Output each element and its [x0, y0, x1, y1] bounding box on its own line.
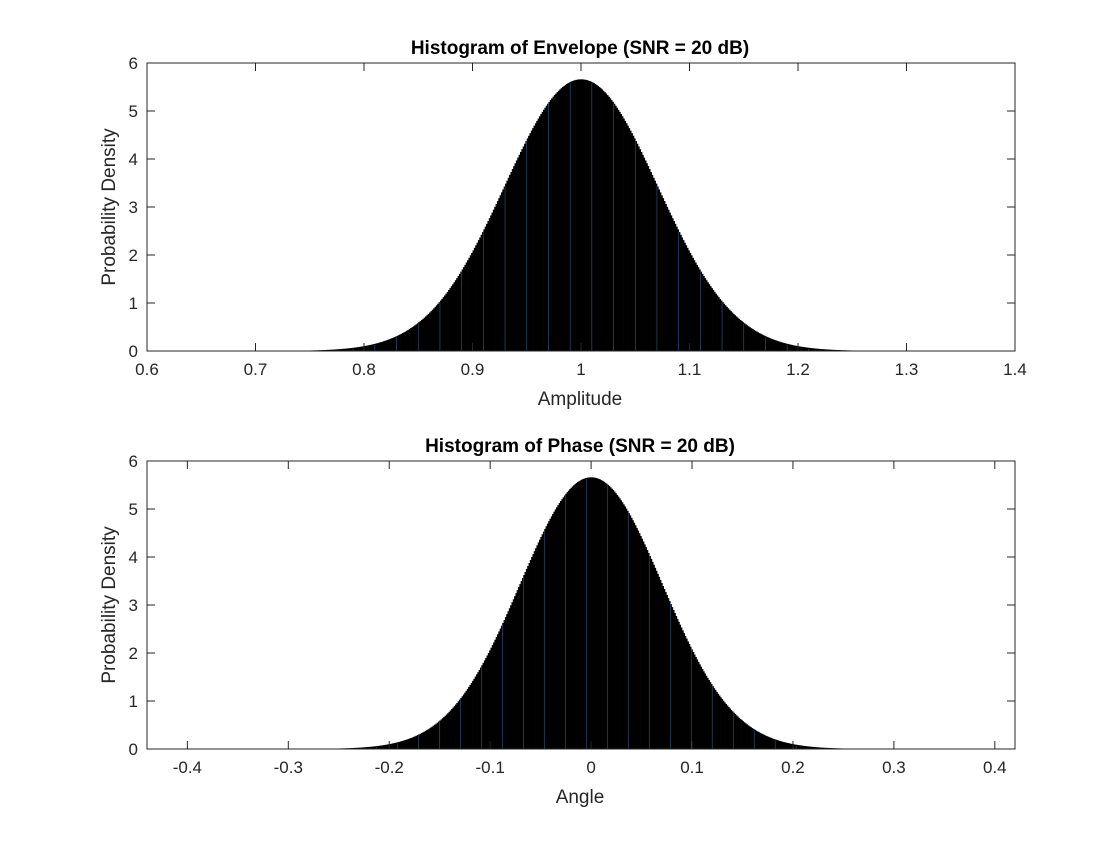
y-axis-label: Probability Density [99, 526, 120, 684]
x-tick-label: -0.1 [476, 758, 505, 777]
y-tick-label: 1 [129, 692, 138, 711]
x-tick-label: 0.1 [680, 758, 704, 777]
y-tick-label: 3 [129, 596, 138, 615]
chart-title: Histogram of Envelope (SNR = 20 dB) [411, 38, 749, 59]
x-tick-label: 1.4 [1003, 360, 1027, 379]
bars-group [304, 79, 858, 351]
x-tick-label: 0.2 [781, 758, 805, 777]
x-tick-label: 0.7 [244, 360, 268, 379]
x-tick-label: 0.3 [882, 758, 906, 777]
y-tick-label: 0 [129, 342, 138, 361]
x-axis-label: Angle [556, 787, 605, 808]
y-tick-label: 3 [129, 198, 138, 217]
x-tick-label: 0.6 [135, 360, 159, 379]
x-tick-label: -0.3 [274, 758, 303, 777]
x-tick-label: 0.4 [983, 758, 1007, 777]
y-tick-label: 2 [129, 644, 138, 663]
x-tick-label: -0.4 [173, 758, 202, 777]
y-tick-label: 4 [129, 548, 138, 567]
y-tick-label: 4 [129, 150, 138, 169]
x-tick-label: 0.8 [352, 360, 376, 379]
x-tick-label: -0.2 [375, 758, 404, 777]
y-tick-label: 6 [129, 54, 138, 73]
x-tick-label: 1.2 [786, 360, 810, 379]
x-tick-label: 1.3 [895, 360, 919, 379]
x-axis-label: Amplitude [538, 389, 623, 410]
chart-title: Histogram of Phase (SNR = 20 dB) [425, 436, 735, 457]
y-tick-label: 5 [129, 500, 138, 519]
y-tick-label: 5 [129, 102, 138, 121]
bars-group [334, 477, 849, 749]
y-tick-label: 1 [129, 294, 138, 313]
x-tick-label: 0 [586, 758, 595, 777]
phase-histogram-panel: Histogram of Phase (SNR = 20 dB) -0.4 -0.… [99, 436, 1015, 808]
y-tick-label: 0 [129, 740, 138, 759]
y-axis-label: Probability Density [99, 128, 120, 286]
y-tick-label: 6 [129, 452, 138, 471]
x-tick-label: 1 [576, 360, 585, 379]
x-tick-label: 0.9 [461, 360, 485, 379]
y-tick-label: 2 [129, 246, 138, 265]
x-tick-label: 1.1 [678, 360, 702, 379]
